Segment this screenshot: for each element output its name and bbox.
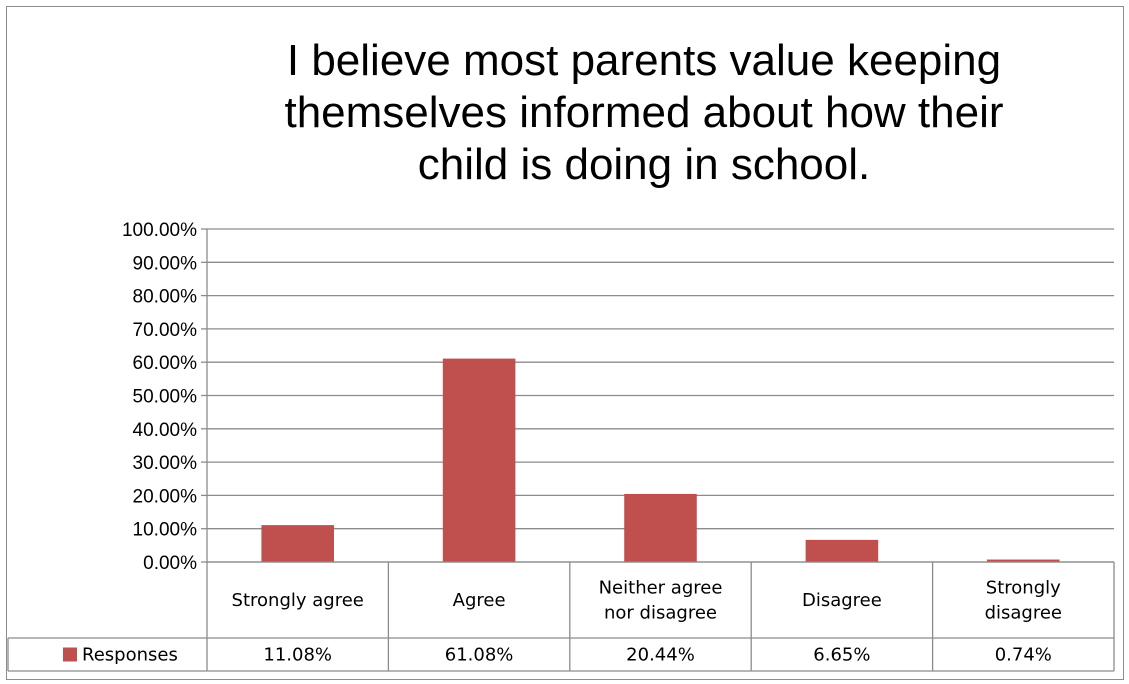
y-axis-tick-labels: 0.00% 10.00% 20.00% 30.00% 40.00% 50.00% 60.00…: [122, 220, 197, 574]
legend-label: Responses: [82, 645, 178, 666]
category-label: Disagree: [802, 590, 882, 611]
data-table: Strongly agree Agree Neither agree nor disa…: [7, 561, 1115, 672]
y-tick-label: 0.00%: [143, 553, 197, 574]
category-label: disagree: [985, 603, 1062, 624]
data-table-value: 61.08%: [445, 645, 514, 666]
y-tick-label: 70.00%: [133, 320, 198, 341]
y-tick-label: 10.00%: [133, 520, 198, 541]
y-tick-label: 80.00%: [133, 287, 198, 308]
category-label: Strongly agree: [232, 590, 364, 611]
y-tick-label: 30.00%: [133, 453, 198, 474]
category-label: Neither agree: [599, 578, 723, 599]
data-table-value: 11.08%: [263, 645, 332, 666]
y-tick-label: 40.00%: [133, 420, 198, 441]
bar: [442, 358, 516, 562]
bar: [805, 539, 879, 562]
chart-title-line: themselves informed about how their: [284, 88, 1003, 137]
category-label: nor disagree: [604, 603, 717, 624]
chart-title-line: child is doing in school.: [418, 140, 870, 189]
data-table-value: 6.65%: [813, 645, 870, 666]
chart-title: I believe most parents value keepingthem…: [284, 36, 1003, 189]
bar-chart: I believe most parents value keepingthem…: [7, 36, 1115, 672]
y-tick-label: 50.00%: [133, 387, 198, 408]
data-table-value: 20.44%: [626, 645, 695, 666]
bar: [261, 525, 334, 562]
data-table-value: 0.74%: [995, 645, 1052, 666]
y-tick-label: 60.00%: [133, 353, 198, 374]
bars: [261, 358, 1060, 562]
y-tick-label: 90.00%: [133, 253, 198, 274]
legend-swatch: [63, 647, 77, 662]
bar: [624, 493, 697, 562]
y-tick-label: 100.00%: [122, 220, 197, 241]
chart-title-line: I believe most parents value keeping: [287, 36, 1001, 85]
chart-frame: I believe most parents value keeping them…: [6, 6, 1124, 680]
y-tick-label: 20.00%: [133, 486, 198, 507]
bar: [987, 559, 1060, 562]
category-label: Strongly: [986, 578, 1061, 599]
category-label: Agree: [453, 590, 506, 611]
